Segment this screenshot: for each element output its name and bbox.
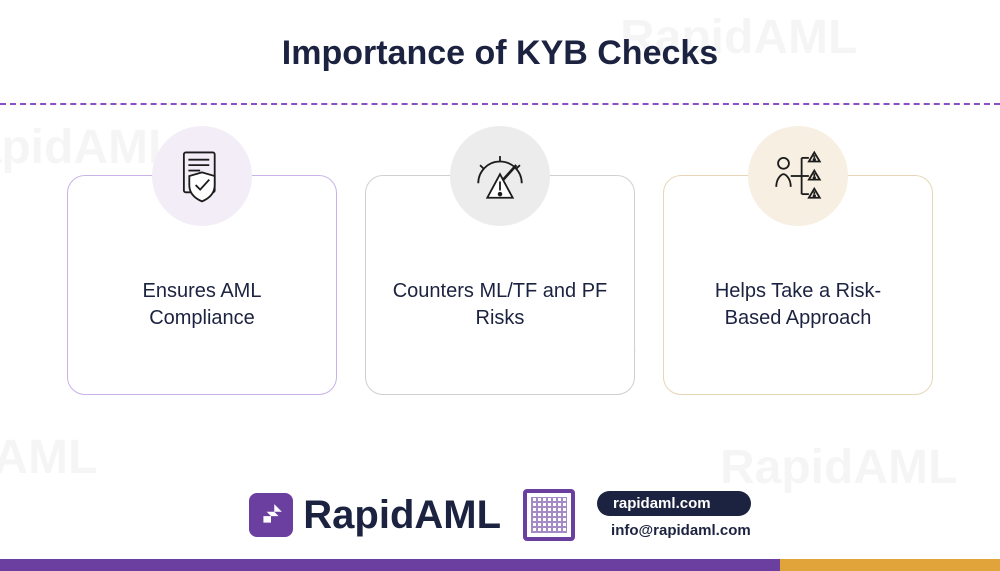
card-aml-compliance: Ensures AML Compliance [67, 175, 337, 395]
brand: RapidAML [249, 493, 501, 538]
gauge-warning-icon [450, 126, 550, 226]
footer: RapidAML rapidaml.com info@rapidaml.com [0, 489, 1000, 541]
watermark-text: RapidAML [0, 120, 177, 175]
card-label: Counters ML/TF and PF Risks [390, 278, 610, 332]
card-label: Helps Take a Risk-Based Approach [688, 278, 908, 332]
brand-url: rapidaml.com [597, 491, 751, 516]
card-counters-risks: Counters ML/TF and PF Risks [365, 175, 635, 395]
watermark-text: RapidAML [0, 430, 97, 485]
watermark-text: RapidAML [720, 440, 957, 495]
document-shield-check-icon [152, 126, 252, 226]
bottom-bar-left [0, 559, 780, 571]
brand-email: info@rapidaml.com [597, 522, 751, 539]
bottom-bar [0, 559, 1000, 571]
brand-mark-icon [249, 493, 293, 537]
card-risk-based: Helps Take a Risk-Based Approach [663, 175, 933, 395]
contact-block: rapidaml.com info@rapidaml.com [597, 491, 751, 539]
page-title: Importance of KYB Checks [0, 0, 1000, 73]
brand-name: RapidAML [303, 493, 501, 538]
card-label: Ensures AML Compliance [92, 278, 312, 332]
bottom-bar-right [780, 559, 1000, 571]
person-warning-tree-icon [748, 126, 848, 226]
cards-row: Ensures AML Compliance Counters ML/TF an… [0, 175, 1000, 395]
divider [0, 103, 1000, 105]
qr-code-icon [523, 489, 575, 541]
